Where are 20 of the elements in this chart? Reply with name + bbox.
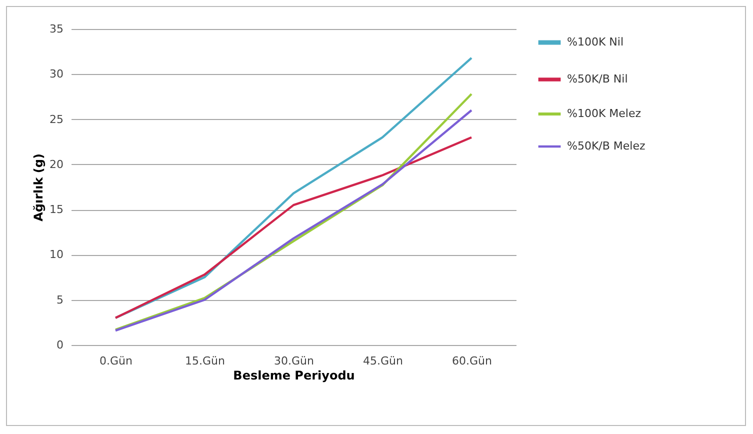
legend-label: %100K Nil (567, 36, 624, 48)
y-tick-label: 10 (50, 248, 64, 262)
x-tick-label: 0.Gün (100, 354, 133, 368)
y-axis-title: Ağırlık (g) (32, 154, 46, 222)
x-axis-title: Besleme Periyodu (233, 368, 355, 382)
y-tick-label: 35 (50, 22, 64, 36)
line-series (114, 136, 473, 320)
legend-label: %100K Melez (567, 107, 642, 120)
y-tick-label: 20 (50, 158, 64, 171)
y-tick-label: 25 (50, 112, 64, 126)
y-tick-label: 0 (56, 338, 64, 352)
x-tick-label: 60.Gün (452, 354, 492, 368)
legend-label: %50K/B Nil (567, 72, 628, 86)
y-tick-label: 5 (56, 293, 64, 306)
x-tick-label: 45.Gün (363, 354, 404, 368)
x-tick-label: 15.Gün (185, 354, 226, 368)
y-tick-label: 15 (50, 203, 64, 216)
y-tick-label: 30 (50, 68, 64, 81)
x-tick-label: 30.Gün (274, 354, 314, 368)
legend-label: %50K/B Melez (567, 140, 646, 152)
